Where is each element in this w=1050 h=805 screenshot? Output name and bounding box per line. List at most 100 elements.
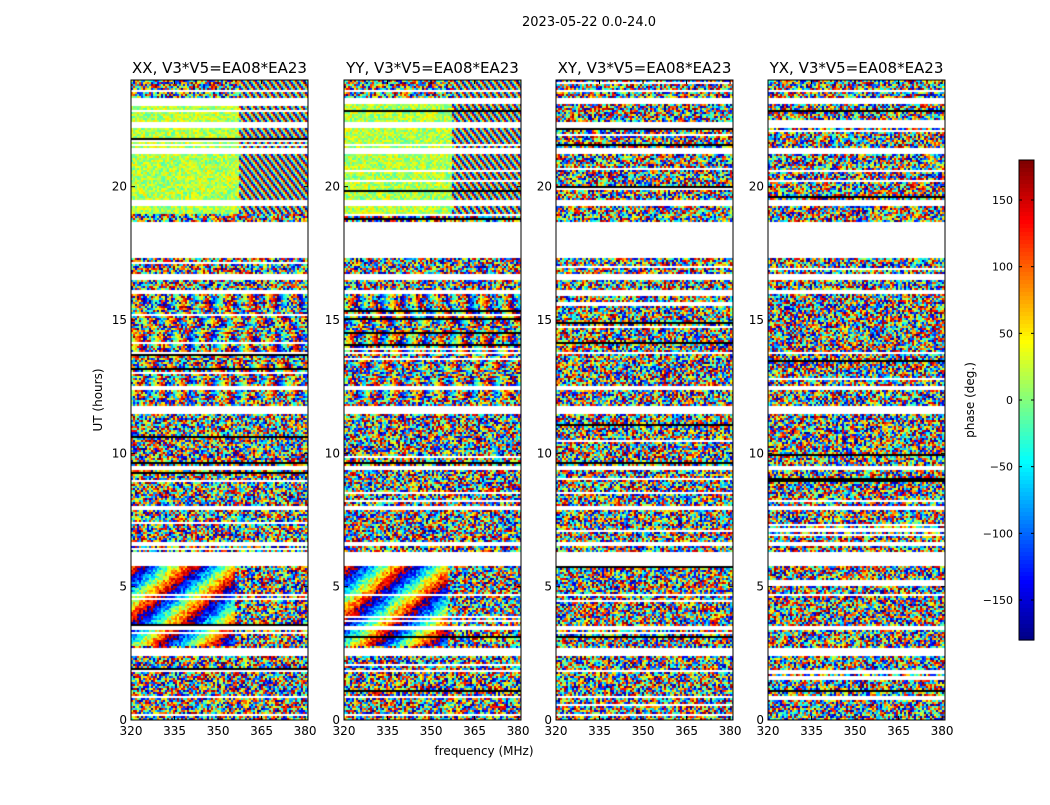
colorbar-swatch [1019, 444, 1034, 449]
y-tick-label: 5 [119, 580, 127, 594]
colorbar-tick-label: 0 [1006, 394, 1013, 407]
x-tick-label: 365 [250, 724, 273, 738]
colorbar-swatch [1019, 180, 1034, 185]
colorbar-swatch [1019, 176, 1034, 181]
colorbar-swatch [1019, 508, 1034, 513]
x-tick-label: 335 [376, 724, 399, 738]
colorbar-swatch [1019, 604, 1034, 609]
x-tick-label: 380 [294, 724, 317, 738]
y-tick-label: 15 [325, 313, 340, 327]
colorbar-swatch [1019, 164, 1034, 169]
colorbar-swatch [1019, 204, 1034, 209]
colorbar-swatch [1019, 600, 1034, 605]
colorbar-swatch [1019, 236, 1034, 241]
colorbar-swatch [1019, 352, 1034, 357]
colorbar-swatch [1019, 332, 1034, 337]
x-tick-label: 365 [463, 724, 486, 738]
colorbar-swatch [1019, 188, 1034, 193]
colorbar-swatch [1019, 472, 1034, 477]
colorbar-swatch [1019, 388, 1034, 393]
colorbar-swatch [1019, 392, 1034, 397]
x-tick-label: 320 [757, 724, 780, 738]
colorbar-swatch [1019, 312, 1034, 317]
colorbar-swatch [1019, 232, 1034, 237]
colorbar-swatch [1019, 584, 1034, 589]
colorbar-swatch [1019, 484, 1034, 489]
colorbar-tick-label: 150 [992, 194, 1013, 207]
colorbar-swatch [1019, 424, 1034, 429]
colorbar-swatch [1019, 460, 1034, 465]
colorbar-swatch [1019, 448, 1034, 453]
colorbar-swatch [1019, 324, 1034, 329]
y-tick-label: 20 [112, 180, 127, 194]
colorbar-swatch [1019, 420, 1034, 425]
colorbar-swatch [1019, 580, 1034, 585]
y-tick-label: 10 [325, 446, 340, 460]
panel-3: XY, V3*V5=EA08*EA23 320 335 350 365 380 0 5 10 15… [537, 59, 742, 738]
colorbar-swatch [1019, 344, 1034, 349]
colorbar-swatch [1019, 256, 1034, 261]
axes-frame [130, 79, 309, 721]
panel-4: YX, V3*V5=EA08*EA23 320 335 350 365 380 0 5 10 15… [749, 59, 954, 738]
colorbar-swatch [1019, 372, 1034, 377]
colorbar-swatch [1019, 496, 1034, 501]
colorbar-swatch [1019, 428, 1034, 433]
colorbar-swatch [1019, 512, 1034, 517]
colorbar-tick-label: −50 [990, 461, 1013, 474]
x-tick-label: 380 [719, 724, 742, 738]
y-tick-label: 15 [749, 313, 764, 327]
y-tick-label: 15 [112, 313, 127, 327]
panel-2: YY, V3*V5=EA08*EA23 320 335 350 365 380 0 5 10 15… [325, 59, 530, 738]
colorbar-swatch [1019, 276, 1034, 281]
colorbar-swatch [1019, 308, 1034, 313]
x-tick-label: 320 [333, 724, 356, 738]
colorbar-swatch [1019, 252, 1034, 257]
y-tick-label: 5 [544, 580, 552, 594]
colorbar-swatch [1019, 328, 1034, 333]
colorbar-swatch [1019, 220, 1034, 225]
colorbar-swatch [1019, 636, 1034, 641]
y-tick-label: 10 [749, 446, 764, 460]
x-tick-label: 350 [844, 724, 867, 738]
colorbar-swatch [1019, 536, 1034, 541]
colorbar-swatch [1019, 464, 1034, 469]
colorbar-swatch [1019, 208, 1034, 213]
colorbar-swatch [1019, 576, 1034, 581]
x-tick-label: 320 [120, 724, 143, 738]
colorbar-swatch [1019, 268, 1034, 273]
colorbar-swatch [1019, 552, 1034, 557]
colorbar-swatch [1019, 560, 1034, 565]
colorbar-swatch [1019, 304, 1034, 309]
heatmap-image [131, 80, 308, 720]
colorbar-swatch [1019, 360, 1034, 365]
panel-title: XX, V3*V5=EA08*EA23 [132, 59, 307, 77]
colorbar-swatch [1019, 200, 1034, 205]
panel-title: XY, V3*V5=EA08*EA23 [558, 59, 732, 77]
colorbar-swatch [1019, 396, 1034, 401]
y-tick-label: 20 [325, 180, 340, 194]
y-tick-label: 0 [119, 713, 127, 727]
colorbar-swatch [1019, 440, 1034, 445]
colorbar-swatch [1019, 160, 1034, 165]
colorbar-swatch [1019, 432, 1034, 437]
x-tick-label: 380 [931, 724, 954, 738]
y-tick-label: 0 [332, 713, 340, 727]
colorbar-swatch [1019, 616, 1034, 621]
colorbar-swatch [1019, 284, 1034, 289]
colorbar-swatch [1019, 480, 1034, 485]
axes-frame [555, 79, 734, 721]
colorbar-tick-label: 50 [999, 327, 1013, 340]
colorbar: 150 100 50 0 −50 −100 −150 phase (deg.) [963, 159, 1035, 641]
colorbar-swatch [1019, 556, 1034, 561]
y-tick-label: 10 [112, 446, 127, 460]
x-tick-label: 320 [545, 724, 568, 738]
colorbar-swatch [1019, 216, 1034, 221]
y-tick-label: 5 [332, 580, 340, 594]
colorbar-tick-label: −150 [983, 594, 1013, 607]
colorbar-swatch [1019, 248, 1034, 253]
colorbar-swatch [1019, 260, 1034, 265]
colorbar-swatch [1019, 488, 1034, 493]
colorbar-swatch [1019, 228, 1034, 233]
colorbar-swatch [1019, 524, 1034, 529]
colorbar-swatch [1019, 340, 1034, 345]
